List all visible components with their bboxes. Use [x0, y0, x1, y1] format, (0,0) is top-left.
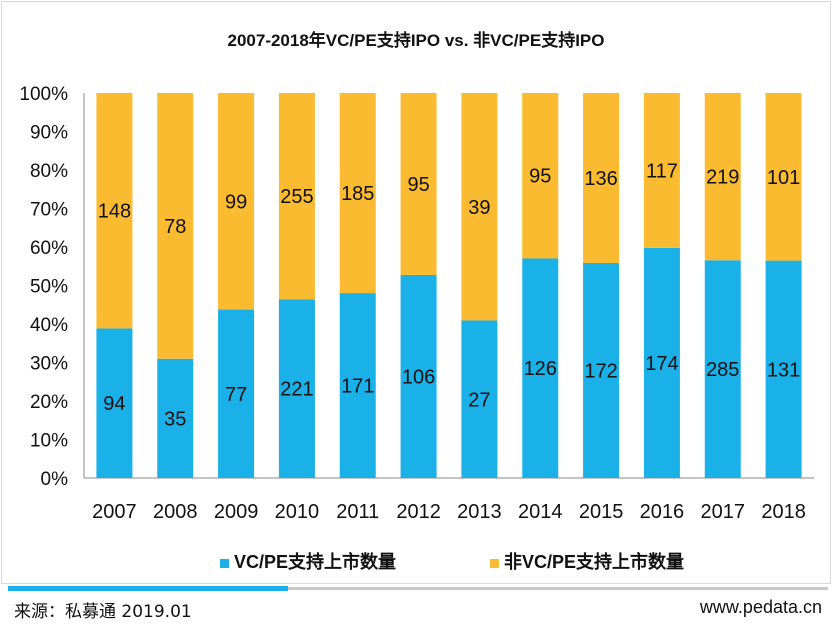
- data-label-non-vcpe: 185: [341, 183, 374, 205]
- data-label-vcpe: 106: [402, 366, 435, 388]
- y-tick-label: 60%: [30, 238, 68, 259]
- bar-vcpe: [704, 260, 741, 478]
- bar-vcpe: [643, 247, 680, 478]
- stacked-bar-chart: 2007-2018年VC/PE支持IPO vs. 非VC/PE支持IPO 0% 10…: [19, 30, 814, 572]
- data-label-vcpe: 221: [280, 379, 313, 401]
- bar-vcpe: [339, 293, 376, 478]
- x-tick-label: 2017: [701, 501, 746, 523]
- legend-label-non-vcpe: 非VC/PE支持上市数量: [504, 551, 684, 572]
- bar-non-vcpe: [583, 93, 620, 263]
- bar-non-vcpe: [765, 93, 802, 261]
- bar-vcpe: [400, 274, 437, 478]
- x-tick-label: 2012: [396, 501, 441, 523]
- data-label-non-vcpe: 78: [164, 216, 186, 238]
- bar-vcpe: [218, 309, 255, 478]
- y-tick-label: 80%: [30, 161, 68, 182]
- source-note: 来源：私募通 2019.01: [14, 602, 192, 622]
- footer-accent-bar: [8, 586, 288, 591]
- legend-swatch-vcpe: [220, 559, 229, 568]
- x-tick-label: 2018: [761, 501, 806, 523]
- data-label-non-vcpe: 99: [225, 191, 247, 213]
- data-label-vcpe: 35: [164, 408, 186, 430]
- bar-vcpe: [278, 299, 315, 478]
- y-tick-label: 90%: [30, 123, 68, 144]
- y-tick-label: 10%: [30, 431, 68, 452]
- bar-vcpe: [96, 328, 133, 478]
- data-label-vcpe: 174: [645, 353, 678, 375]
- website-link[interactable]: www.pedata.cn: [699, 597, 822, 617]
- bar-non-vcpe: [522, 93, 559, 259]
- data-label-non-vcpe: 95: [407, 174, 429, 196]
- y-tick-label: 70%: [30, 200, 68, 221]
- bar-vcpe: [765, 260, 802, 478]
- bar-vcpe: [157, 358, 194, 478]
- data-label-vcpe: 285: [706, 359, 739, 381]
- x-tick-label: 2015: [579, 501, 624, 523]
- data-label-non-vcpe: 101: [767, 167, 800, 189]
- data-label-non-vcpe: 39: [468, 197, 490, 219]
- bar-non-vcpe: [461, 93, 498, 321]
- bar-non-vcpe: [278, 93, 315, 300]
- legend-label-vcpe: VC/PE支持上市数量: [234, 551, 396, 572]
- y-tick-label: 30%: [30, 354, 68, 375]
- bar-non-vcpe: [96, 93, 133, 329]
- data-label-non-vcpe: 117: [646, 160, 678, 182]
- data-label-non-vcpe: 136: [584, 168, 617, 190]
- data-label-vcpe: 77: [225, 384, 247, 406]
- y-tick-label: 20%: [30, 392, 68, 413]
- y-tick-label: 50%: [30, 277, 68, 298]
- data-label-non-vcpe: 148: [98, 201, 131, 223]
- data-label-non-vcpe: 255: [280, 186, 313, 208]
- bar-vcpe: [461, 320, 498, 478]
- y-tick-label: 0%: [41, 469, 69, 490]
- footer-divider: [288, 587, 828, 590]
- bar-non-vcpe: [400, 93, 437, 275]
- bar-vcpe: [522, 258, 559, 478]
- x-tick-label: 2010: [275, 501, 320, 523]
- data-label-non-vcpe: 95: [529, 166, 551, 188]
- data-label-vcpe: 126: [524, 358, 557, 380]
- bar-non-vcpe: [218, 93, 255, 310]
- data-label-vcpe: 27: [468, 389, 490, 411]
- x-tick-label: 2011: [336, 501, 379, 523]
- bar-vcpe: [583, 263, 620, 478]
- chart-title: 2007-2018年VC/PE支持IPO vs. 非VC/PE支持IPO: [228, 30, 605, 50]
- x-tick-label: 2007: [92, 501, 137, 523]
- data-label-vcpe: 131: [767, 359, 800, 381]
- x-tick-label: 2009: [214, 501, 259, 523]
- chart-frame: 2007-2018年VC/PE支持IPO vs. 非VC/PE支持IPO 0% 10…: [1, 1, 831, 584]
- data-label-non-vcpe: 219: [706, 167, 739, 189]
- bar-non-vcpe: [643, 93, 680, 248]
- bar-non-vcpe: [339, 93, 376, 294]
- y-tick-label: 40%: [30, 315, 68, 336]
- x-tick-label: 2016: [640, 501, 685, 523]
- data-label-vcpe: 94: [103, 393, 125, 415]
- data-label-vcpe: 172: [584, 361, 617, 383]
- data-label-vcpe: 171: [341, 376, 374, 398]
- bar-non-vcpe: [157, 93, 194, 359]
- bar-non-vcpe: [704, 93, 741, 261]
- x-tick-label: 2008: [153, 501, 198, 523]
- y-tick-label: 100%: [19, 84, 68, 105]
- x-tick-label: 2013: [457, 501, 502, 523]
- legend-swatch-non-vcpe: [490, 559, 499, 568]
- x-tick-label: 2014: [518, 501, 563, 523]
